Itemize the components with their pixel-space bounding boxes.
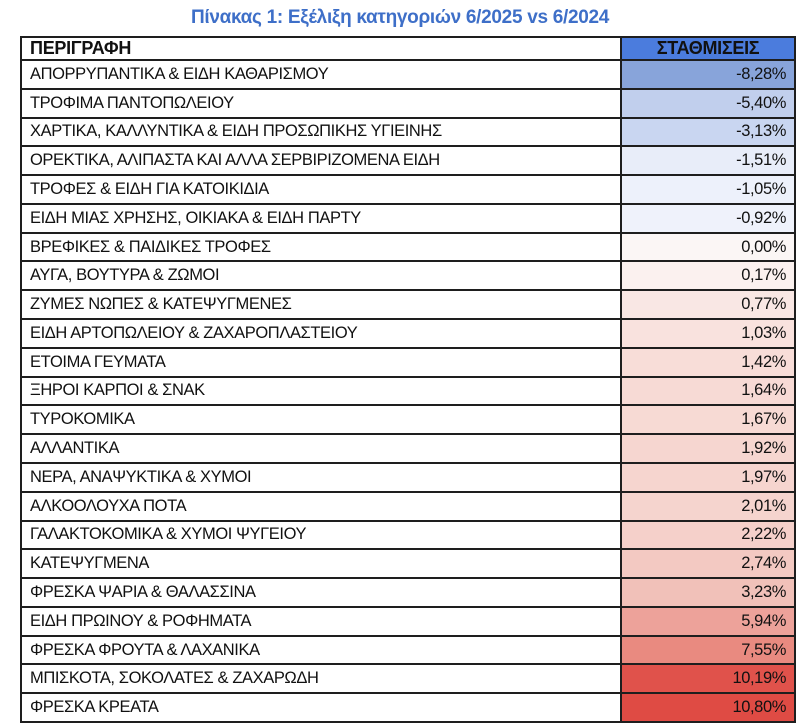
table-row: ΝΕΡΑ, ΑΝΑΨΥΚΤΙΚΑ & ΧΥΜΟΙ 1,97%	[20, 461, 796, 493]
table-row: ΑΠΟΡΡΥΠΑΝΤΙΚΑ & ΕΙΔΗ ΚΑΘΑΡΙΣΜΟΥ -8,28%	[20, 59, 796, 90]
weight-value: 7,55%	[620, 634, 796, 666]
weight-value: 1,97%	[620, 461, 796, 493]
weight-value: 0,00%	[620, 231, 796, 263]
weight-value: 2,22%	[620, 519, 796, 551]
table-row: ΞΗΡΟΙ ΚΑΡΠΟΙ & ΣΝΑΚ 1,64%	[20, 375, 796, 407]
weight-value: 10,19%	[620, 663, 796, 695]
table-title: Πίνακας 1: Εξέλιξη κατηγοριών 6/2025 vs …	[190, 7, 610, 28]
category-label: ΤΥΡΟΚΟΜΙΚΑ	[20, 404, 622, 436]
category-label: ΤΡΟΦΕΣ & ΕΙΔΗ ΓΙΑ ΚΑΤΟΙΚΙΔΙΑ	[20, 174, 622, 205]
table-row: ΜΠΙΣΚΟΤΑ, ΣΟΚΟΛΑΤΕΣ & ΖΑΧΑΡΩΔΗ 10,19%	[20, 663, 796, 695]
table-row: ΧΑΡΤΙΚΑ, ΚΑΛΛΥΝΤΙΚΑ & ΕΙΔΗ ΠΡΟΣΩΠΙΚΗΣ ΥΓ…	[20, 116, 796, 148]
table-row: ΤΥΡΟΚΟΜΙΚΑ 1,67%	[20, 404, 796, 436]
table-row: ΟΡΕΚΤΙΚΑ, ΑΛΙΠΑΣΤΑ ΚΑΙ ΑΛΛΑ ΣΕΡΒΙΡΙΖΟΜΕΝ…	[20, 145, 796, 177]
weight-value: 3,23%	[620, 577, 796, 608]
table-row: ΒΡΕΦΙΚΕΣ & ΠΑΙΔΙΚΕΣ ΤΡΟΦΕΣ 0,00%	[20, 231, 796, 263]
header-row: ΠΕΡΙΓΡΑΦΗ ΣΤΑΘΜΙΣΕΙΣ	[20, 36, 796, 61]
category-label: ΕΤΟΙΜΑ ΓΕΥΜΑΤΑ	[20, 346, 622, 378]
weight-value: 1,92%	[620, 433, 796, 464]
weight-value: 1,03%	[620, 318, 796, 349]
category-label: ΟΡΕΚΤΙΚΑ, ΑΛΙΠΑΣΤΑ ΚΑΙ ΑΛΛΑ ΣΕΡΒΙΡΙΖΟΜΕΝ…	[20, 145, 622, 177]
table-row: ΕΙΔΗ ΑΡΤΟΠΩΛΕΙΟΥ & ΖΑΧΑΡΟΠΛΑΣΤΕΙΟΥ 1,03%	[20, 318, 796, 349]
category-label: ΦΡΕΣΚΑ ΚΡΕΑΤΑ	[20, 692, 622, 723]
category-label: ΒΡΕΦΙΚΕΣ & ΠΑΙΔΙΚΕΣ ΤΡΟΦΕΣ	[20, 231, 622, 263]
category-label: ΚΑΤΕΨΥΓΜΕΝΑ	[20, 548, 622, 580]
table-row: ΑΛΚΟΟΛΟΥΧΑ ΠΟΤΑ 2,01%	[20, 490, 796, 522]
weight-value: 0,77%	[620, 289, 796, 321]
category-label: ΝΕΡΑ, ΑΝΑΨΥΚΤΙΚΑ & ΧΥΜΟΙ	[20, 461, 622, 493]
weights-table: ΠΕΡΙΓΡΑΦΗ ΣΤΑΘΜΙΣΕΙΣ ΑΠΟΡΡΥΠΑΝΤΙΚΑ & ΕΙΔ…	[20, 36, 796, 723]
category-label: ΕΙΔΗ ΑΡΤΟΠΩΛΕΙΟΥ & ΖΑΧΑΡΟΠΛΑΣΤΕΙΟΥ	[20, 318, 622, 349]
weight-value: 5,94%	[620, 605, 796, 637]
table-body: ΑΠΟΡΡΥΠΑΝΤΙΚΑ & ΕΙΔΗ ΚΑΘΑΡΙΣΜΟΥ -8,28% ΤΡΟ…	[20, 59, 796, 723]
weight-value: -1,51%	[620, 145, 796, 177]
category-label: ΑΛΚΟΟΛΟΥΧΑ ΠΟΤΑ	[20, 490, 622, 522]
table-row: ΕΙΔΗ ΜΙΑΣ ΧΡΗΣΗΣ, ΟΙΚΙΑΚΑ & ΕΙΔΗ ΠΑΡΤΥ -0…	[20, 202, 796, 234]
table-row: ΤΡΟΦΙΜΑ ΠΑΝΤΟΠΩΛΕΙΟΥ -5,40%	[20, 87, 796, 119]
table-row: ΑΥΓΑ, ΒΟΥΤΥΡΑ & ΖΩΜΟΙ 0,17%	[20, 260, 796, 292]
weight-value: -1,05%	[620, 174, 796, 205]
table-row: ΕΙΔΗ ΠΡΩΙΝΟΥ & ΡΟΦΗΜΑΤΑ 5,94%	[20, 605, 796, 637]
table-row: ΑΛΛΑΝΤΙΚΑ 1,92%	[20, 433, 796, 464]
table-row: ΦΡΕΣΚΑ ΚΡΕΑΤΑ 10,80%	[20, 692, 796, 723]
column-header-weights: ΣΤΑΘΜΙΣΕΙΣ	[620, 36, 796, 61]
category-label: ΞΗΡΟΙ ΚΑΡΠΟΙ & ΣΝΑΚ	[20, 375, 622, 407]
table-row: ΖΥΜΕΣ ΝΩΠΕΣ & ΚΑΤΕΨΥΓΜΕΝΕΣ 0,77%	[20, 289, 796, 321]
category-label: ΕΙΔΗ ΠΡΩΙΝΟΥ & ΡΟΦΗΜΑΤΑ	[20, 605, 622, 637]
weight-value: 2,74%	[620, 548, 796, 580]
weight-value: 1,67%	[620, 404, 796, 436]
weight-value: 1,64%	[620, 375, 796, 407]
category-label: ΕΙΔΗ ΜΙΑΣ ΧΡΗΣΗΣ, ΟΙΚΙΑΚΑ & ΕΙΔΗ ΠΑΡΤΥ	[20, 202, 622, 234]
table-row: ΓΑΛΑΚΤΟΚΟΜΙΚΑ & ΧΥΜΟΙ ΨΥΓΕΙΟΥ 2,22%	[20, 519, 796, 551]
category-label: ΑΛΛΑΝΤΙΚΑ	[20, 433, 622, 464]
table-header: ΠΕΡΙΓΡΑΦΗ ΣΤΑΘΜΙΣΕΙΣ	[20, 36, 796, 61]
weight-value: 0,17%	[620, 260, 796, 292]
category-label: ΖΥΜΕΣ ΝΩΠΕΣ & ΚΑΤΕΨΥΓΜΕΝΕΣ	[20, 289, 622, 321]
category-label: ΦΡΕΣΚΑ ΦΡΟΥΤΑ & ΛΑΧΑΝΙΚΑ	[20, 634, 622, 666]
category-label: ΑΥΓΑ, ΒΟΥΤΥΡΑ & ΖΩΜΟΙ	[20, 260, 622, 292]
weight-value: 1,42%	[620, 346, 796, 378]
weight-value: -8,28%	[620, 59, 796, 90]
weight-value: 10,80%	[620, 692, 796, 723]
table-row: ΦΡΕΣΚΑ ΦΡΟΥΤΑ & ΛΑΧΑΝΙΚΑ 7,55%	[20, 634, 796, 666]
weight-value: 2,01%	[620, 490, 796, 522]
weight-value: -5,40%	[620, 87, 796, 119]
category-label: ΧΑΡΤΙΚΑ, ΚΑΛΛΥΝΤΙΚΑ & ΕΙΔΗ ΠΡΟΣΩΠΙΚΗΣ ΥΓ…	[20, 116, 622, 148]
category-label: ΤΡΟΦΙΜΑ ΠΑΝΤΟΠΩΛΕΙΟΥ	[20, 87, 622, 119]
table-row: ΚΑΤΕΨΥΓΜΕΝΑ 2,74%	[20, 548, 796, 580]
category-label: ΜΠΙΣΚΟΤΑ, ΣΟΚΟΛΑΤΕΣ & ΖΑΧΑΡΩΔΗ	[20, 663, 622, 695]
table-row: ΕΤΟΙΜΑ ΓΕΥΜΑΤΑ 1,42%	[20, 346, 796, 378]
table-row: ΦΡΕΣΚΑ ΨΑΡΙΑ & ΘΑΛΑΣΣΙΝΑ 3,23%	[20, 577, 796, 608]
category-label: ΦΡΕΣΚΑ ΨΑΡΙΑ & ΘΑΛΑΣΣΙΝΑ	[20, 577, 622, 608]
column-header-description: ΠΕΡΙΓΡΑΦΗ	[20, 36, 622, 61]
category-label: ΓΑΛΑΚΤΟΚΟΜΙΚΑ & ΧΥΜΟΙ ΨΥΓΕΙΟΥ	[20, 519, 622, 551]
weight-value: -0,92%	[620, 202, 796, 234]
category-label: ΑΠΟΡΡΥΠΑΝΤΙΚΑ & ΕΙΔΗ ΚΑΘΑΡΙΣΜΟΥ	[20, 59, 622, 90]
table-row: ΤΡΟΦΕΣ & ΕΙΔΗ ΓΙΑ ΚΑΤΟΙΚΙΔΙΑ -1,05%	[20, 174, 796, 205]
weight-value: -3,13%	[620, 116, 796, 148]
